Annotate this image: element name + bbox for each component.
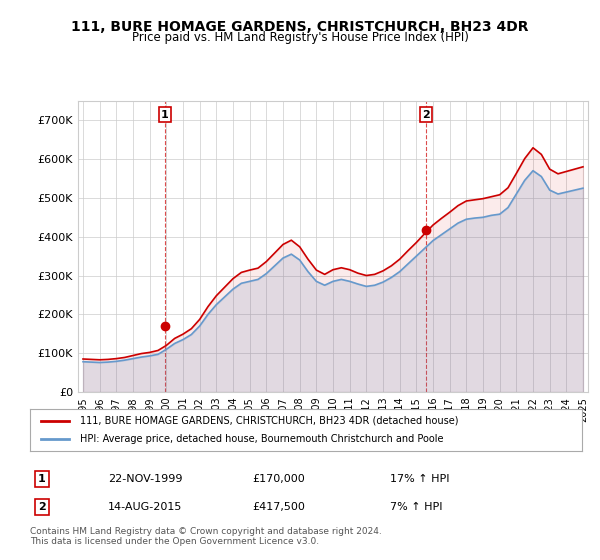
Text: 111, BURE HOMAGE GARDENS, CHRISTCHURCH, BH23 4DR: 111, BURE HOMAGE GARDENS, CHRISTCHURCH, … <box>71 20 529 34</box>
Text: 2: 2 <box>38 502 46 512</box>
Text: 2: 2 <box>422 110 430 119</box>
Text: 14-AUG-2015: 14-AUG-2015 <box>108 502 182 512</box>
Text: 1: 1 <box>38 474 46 484</box>
Text: 111, BURE HOMAGE GARDENS, CHRISTCHURCH, BH23 4DR (detached house): 111, BURE HOMAGE GARDENS, CHRISTCHURCH, … <box>80 416 458 426</box>
Text: Contains HM Land Registry data © Crown copyright and database right 2024.
This d: Contains HM Land Registry data © Crown c… <box>30 526 382 546</box>
Text: 1: 1 <box>161 110 169 119</box>
Text: £170,000: £170,000 <box>252 474 305 484</box>
Text: HPI: Average price, detached house, Bournemouth Christchurch and Poole: HPI: Average price, detached house, Bour… <box>80 434 443 444</box>
Text: 17% ↑ HPI: 17% ↑ HPI <box>390 474 449 484</box>
Text: Price paid vs. HM Land Registry's House Price Index (HPI): Price paid vs. HM Land Registry's House … <box>131 31 469 44</box>
Text: £417,500: £417,500 <box>252 502 305 512</box>
Text: 22-NOV-1999: 22-NOV-1999 <box>108 474 182 484</box>
Text: 7% ↑ HPI: 7% ↑ HPI <box>390 502 443 512</box>
